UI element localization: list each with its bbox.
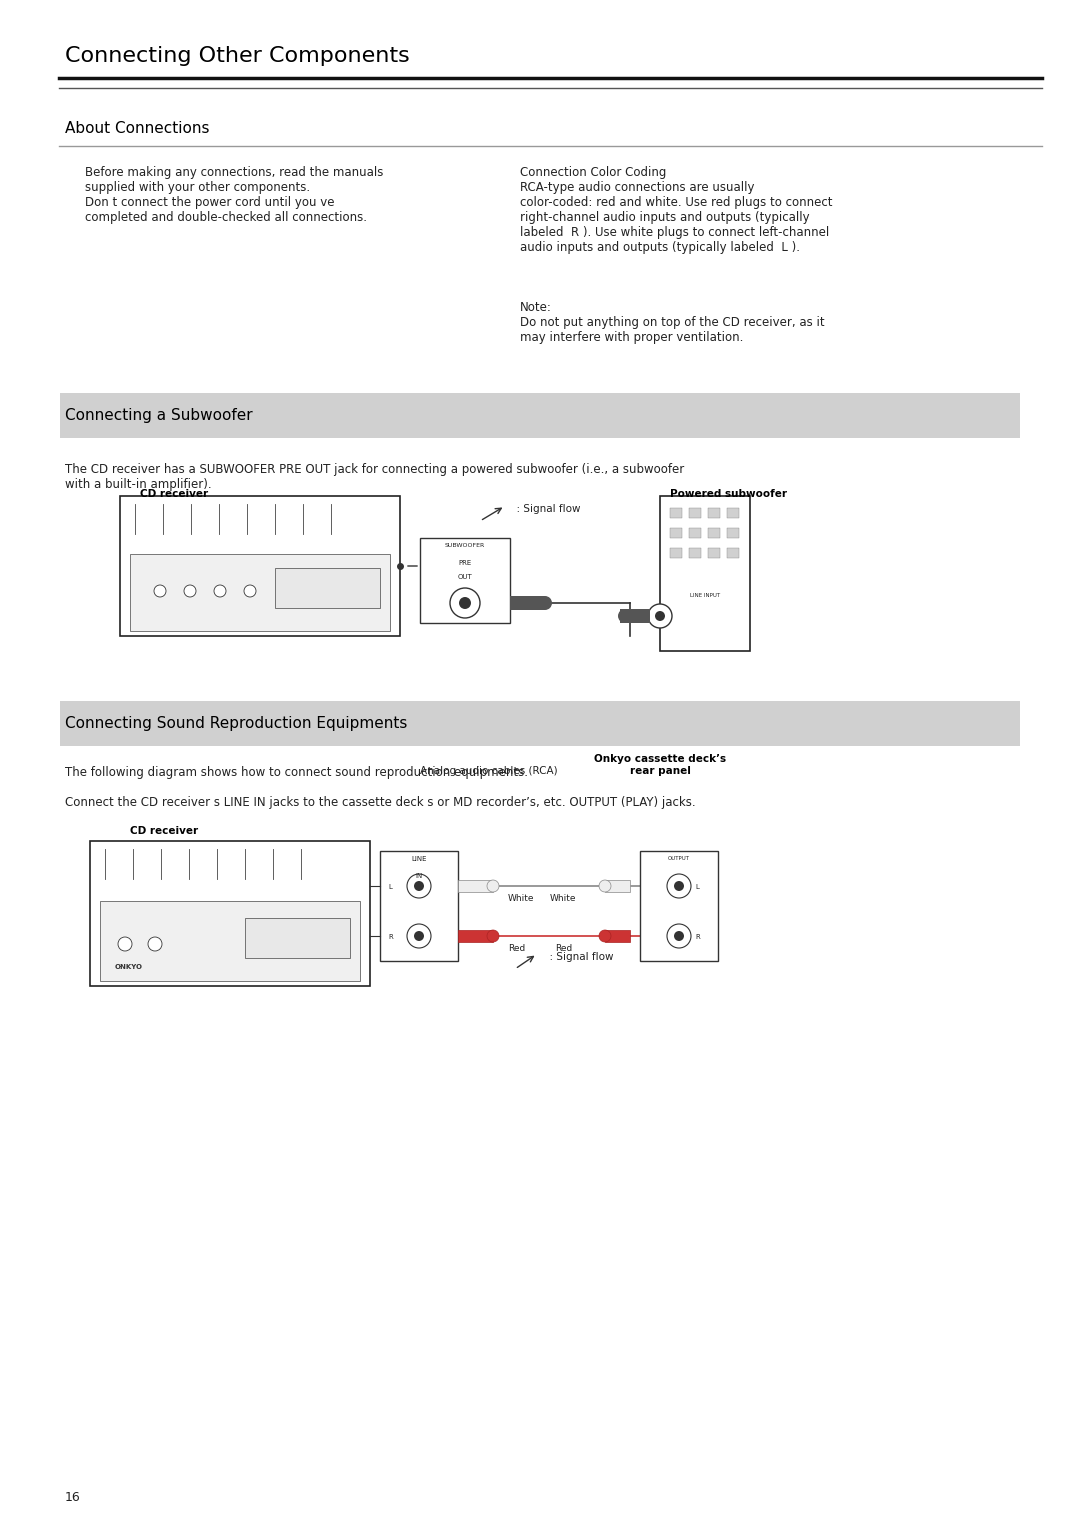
Text: Onkyo cassette deck’s
rear panel: Onkyo cassette deck’s rear panel [594, 754, 726, 775]
Text: Red: Red [508, 945, 525, 954]
Text: R: R [696, 934, 700, 940]
Text: LINE INPUT: LINE INPUT [690, 594, 720, 598]
Circle shape [667, 874, 691, 897]
Circle shape [667, 925, 691, 948]
Text: OUTPUT: OUTPUT [669, 856, 690, 861]
Text: The CD receiver has a SUBWOOFER PRE OUT jack for connecting a powered subwoofer : The CD receiver has a SUBWOOFER PRE OUT … [65, 462, 685, 491]
Circle shape [214, 584, 226, 597]
Circle shape [538, 597, 552, 610]
Text: 16: 16 [65, 1491, 81, 1505]
Circle shape [674, 881, 684, 891]
Text: Connecting a Subwoofer: Connecting a Subwoofer [65, 407, 253, 423]
Bar [689, 508, 701, 517]
Text: Connect the CD receiver s LINE IN jacks to the cassette deck s or MD recorder’s,: Connect the CD receiver s LINE IN jacks … [65, 797, 696, 809]
Text: R: R [388, 934, 393, 940]
Text: : Signal flow: : Signal flow [543, 952, 613, 961]
Bar [100, 902, 360, 981]
Text: SUBWOOFER: SUBWOOFER [445, 543, 485, 548]
Bar [727, 508, 739, 517]
Circle shape [450, 588, 480, 618]
Bar [458, 929, 492, 942]
Circle shape [674, 931, 684, 942]
Circle shape [407, 874, 431, 897]
Text: White: White [508, 894, 535, 903]
Text: ONKYO: ONKYO [114, 964, 143, 971]
Bar [380, 852, 458, 961]
Bar [708, 548, 720, 559]
Text: PRE: PRE [458, 560, 472, 566]
Text: Before making any connections, read the manuals
supplied with your other compone: Before making any connections, read the … [85, 166, 383, 224]
Bar [708, 508, 720, 517]
Text: Analog audio cables (RCA): Analog audio cables (RCA) [420, 766, 557, 777]
Circle shape [654, 610, 665, 621]
Circle shape [487, 881, 499, 893]
Bar [660, 496, 750, 652]
Circle shape [618, 609, 632, 623]
Circle shape [154, 584, 166, 597]
Text: : Signal flow: : Signal flow [510, 504, 581, 514]
Bar [727, 528, 739, 539]
Text: L: L [388, 884, 392, 890]
Text: Connecting Sound Reproduction Equipments: Connecting Sound Reproduction Equipments [65, 716, 407, 731]
Text: CD receiver: CD receiver [140, 488, 208, 499]
Text: OUT: OUT [458, 574, 472, 580]
Text: White: White [550, 894, 577, 903]
Text: Note:
Do not put anything on top of the CD receiver, as it
may interfere with pr: Note: Do not put anything on top of the … [519, 301, 825, 343]
Bar [670, 548, 681, 559]
Bar [689, 548, 701, 559]
Bar [620, 609, 650, 623]
Circle shape [148, 937, 162, 951]
Bar [670, 508, 681, 517]
Circle shape [459, 597, 471, 609]
Bar [275, 568, 380, 607]
Bar [245, 919, 350, 958]
Bar [420, 539, 510, 623]
Text: Red: Red [555, 945, 572, 954]
Text: The following diagram shows how to connect sound reproduction equipments.: The following diagram shows how to conne… [65, 766, 528, 778]
Circle shape [414, 931, 424, 942]
Text: About Connections: About Connections [65, 121, 210, 136]
Circle shape [407, 925, 431, 948]
Bar [510, 597, 545, 610]
Bar [640, 852, 718, 961]
Text: Powered subwoofer: Powered subwoofer [670, 488, 787, 499]
Bar [605, 929, 630, 942]
Circle shape [118, 937, 132, 951]
Bar [727, 548, 739, 559]
Circle shape [599, 881, 611, 893]
Text: IN: IN [416, 873, 422, 879]
Circle shape [414, 881, 424, 891]
Circle shape [487, 929, 499, 942]
Bar [130, 554, 390, 630]
Text: Connecting Other Components: Connecting Other Components [65, 46, 409, 66]
Text: LINE: LINE [411, 856, 427, 862]
Text: L: L [696, 884, 699, 890]
Text: CD receiver: CD receiver [130, 826, 198, 836]
Bar [90, 841, 370, 986]
Bar [708, 528, 720, 539]
Bar [605, 881, 630, 893]
Circle shape [244, 584, 256, 597]
Bar [670, 528, 681, 539]
Circle shape [648, 604, 672, 629]
Bar [458, 881, 492, 893]
Bar [60, 700, 1020, 746]
Bar [689, 528, 701, 539]
Circle shape [599, 929, 611, 942]
Circle shape [184, 584, 195, 597]
Bar [60, 394, 1020, 438]
Text: Connection Color Coding
RCA-type audio connections are usually
color-coded: red : Connection Color Coding RCA-type audio c… [519, 166, 833, 253]
Bar [120, 496, 400, 636]
